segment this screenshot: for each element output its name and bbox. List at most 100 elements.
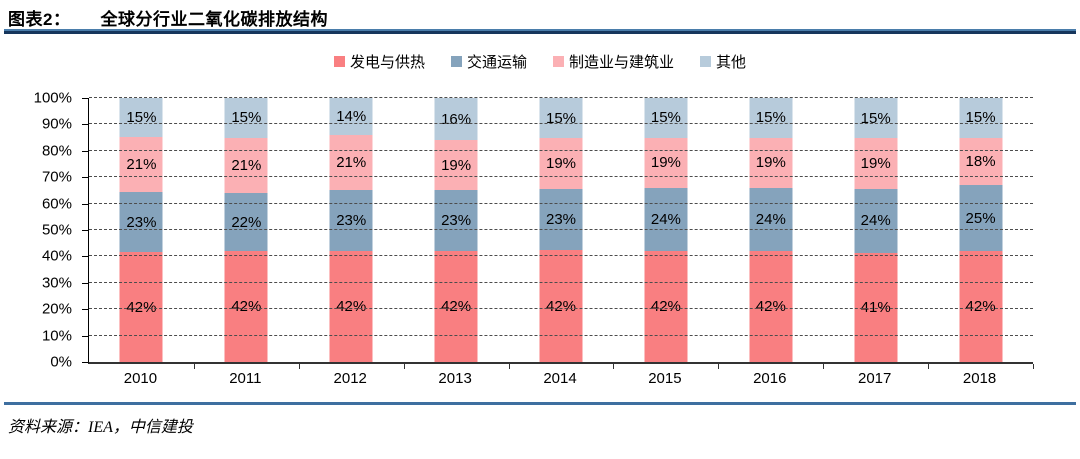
bar-2016: 42% 24% 19% 15%	[749, 98, 793, 362]
bar-segment: 21%	[329, 134, 373, 191]
bar-segment-label: 18%	[965, 152, 996, 170]
y-axis-tick-label: 100%	[33, 89, 72, 107]
gridline	[89, 334, 1033, 336]
chart-legend: 发电与供热 交通运输 制造业与建筑业 其他	[0, 51, 1080, 72]
x-axis-tick	[1033, 364, 1034, 369]
bar-segment-label: 42%	[441, 298, 472, 316]
bar-column: 42% 23% 19% 16%	[404, 98, 509, 362]
x-axis-tick-label: 2012	[333, 370, 367, 387]
legend-label: 制造业与建筑业	[569, 54, 675, 71]
legend-swatch-icon	[450, 56, 462, 67]
x-axis-tick	[403, 364, 405, 369]
bar-segment: 41%	[854, 252, 898, 362]
x-axis-tick	[823, 364, 825, 369]
bar-segment-label: 42%	[336, 298, 367, 316]
bar-segment-label: 23%	[126, 213, 157, 231]
bar-column: 42% 23% 21% 15%	[89, 98, 194, 362]
y-axis-tick-label: 70%	[41, 168, 72, 186]
bar-segment-label: 42%	[755, 298, 786, 316]
bar-2017: 41% 24% 19% 15%	[854, 98, 898, 362]
bar-segment: 14%	[329, 98, 373, 135]
gridline	[89, 255, 1033, 257]
y-axis-tick-label: 50%	[41, 221, 72, 239]
gridline	[89, 149, 1033, 151]
bar-segment-label: 19%	[860, 154, 891, 172]
figure-header: 图表2： 全球分行业二氧化碳排放结构	[8, 5, 328, 30]
y-axis-tick	[82, 282, 88, 284]
bar-column: 42% 24% 19% 15%	[718, 98, 823, 362]
gridline	[89, 281, 1033, 283]
bar-segment: 42%	[749, 251, 793, 362]
bar-segment-label: 42%	[965, 298, 996, 316]
bar-segment-label: 21%	[231, 156, 262, 174]
bar-segment-label: 15%	[231, 109, 262, 127]
legend-swatch-icon	[700, 56, 712, 67]
bar-segment-label: 42%	[126, 298, 157, 316]
bar-segment-label: 15%	[755, 109, 786, 127]
bar-segment: 19%	[434, 140, 478, 191]
bar-2014: 42% 23% 19% 15%	[539, 98, 583, 362]
x-axis-tick-label: 2013	[438, 370, 472, 387]
bar-segment: 18%	[959, 137, 1003, 186]
gridline	[89, 176, 1033, 178]
y-axis-tick-label: 40%	[41, 247, 72, 265]
bar-segment-label: 14%	[336, 107, 367, 125]
page-title: 全球分行业二氧化碳排放结构	[100, 10, 328, 29]
bar-segment: 15%	[644, 98, 688, 138]
bar-segment-label: 16%	[441, 110, 472, 128]
gridline	[89, 229, 1033, 230]
bar-segment: 15%	[224, 98, 268, 138]
bar-column: 42% 23% 19% 15%	[509, 98, 614, 362]
bar-segment: 42%	[434, 251, 478, 362]
x-axis-tick	[298, 364, 300, 369]
y-axis-tick	[82, 230, 88, 231]
bar-segment-label: 15%	[545, 109, 577, 127]
bar-segment-label: 24%	[650, 210, 681, 228]
bar-segment: 23%	[539, 188, 583, 250]
x-axis-tick-label: 2018	[962, 370, 997, 387]
y-axis-tick	[82, 309, 88, 311]
bar-segment-label: 15%	[650, 109, 681, 127]
bar-segment-label: 19%	[545, 154, 577, 172]
bar-2015: 42% 24% 19% 15%	[644, 98, 688, 362]
x-axis-tick-label: 2015	[648, 370, 682, 387]
source-note: 资料来源：IEA，中信建投	[8, 419, 193, 436]
figure-number-label: 图表2：	[8, 10, 71, 29]
x-axis-labels: 2010 2011 2012 2013 2014 2015 2016 2017 2018	[88, 370, 1032, 387]
bar-segment: 16%	[434, 98, 478, 141]
bar-segment: 15%	[749, 98, 793, 138]
x-axis-tick-label: 2011	[229, 370, 262, 387]
bar-segment-label: 21%	[126, 156, 157, 174]
bar-segment-label: 19%	[755, 154, 786, 172]
y-axis-tick	[82, 203, 88, 205]
bar-2018: 42% 25% 18% 15%	[959, 98, 1003, 362]
gridline	[89, 308, 1033, 310]
legend-item: 发电与供热	[333, 51, 425, 72]
y-axis-tick	[82, 335, 88, 337]
plot-area: 42% 23% 21% 15% 42% 22% 21% 15% 42% 23% 21% 14% 42% 2…	[88, 97, 1034, 369]
bar-segment: 42%	[329, 251, 373, 362]
bar-column: 42% 23% 21% 14%	[299, 98, 404, 362]
bar-segment-label: 22%	[231, 213, 262, 231]
bar-segment: 42%	[224, 251, 268, 362]
gridline	[89, 97, 1033, 98]
x-axis-tick	[613, 364, 615, 369]
bar-segment: 15%	[959, 98, 1003, 138]
bar-segment: 42%	[644, 251, 688, 362]
legend-label: 交通运输	[466, 54, 527, 71]
bar-segment: 42%	[959, 251, 1003, 362]
bar-segment-label: 19%	[441, 156, 472, 174]
bar-segment: 19%	[854, 138, 898, 189]
y-axis-tick	[82, 98, 88, 99]
legend-label: 发电与供热	[349, 54, 425, 71]
gridline	[89, 202, 1033, 204]
bar-segment: 23%	[434, 190, 478, 252]
bar-2010: 42% 23% 21% 15%	[119, 98, 163, 362]
bar-segment: 21%	[224, 137, 268, 194]
x-axis-tick-label: 2016	[753, 370, 787, 387]
y-axis-tick	[82, 150, 88, 152]
bar-segment: 42%	[119, 252, 163, 362]
y-axis-tick-label: 0%	[50, 353, 72, 371]
bar-column: 41% 24% 19% 15%	[823, 98, 928, 362]
bar-segment: 15%	[854, 98, 898, 138]
